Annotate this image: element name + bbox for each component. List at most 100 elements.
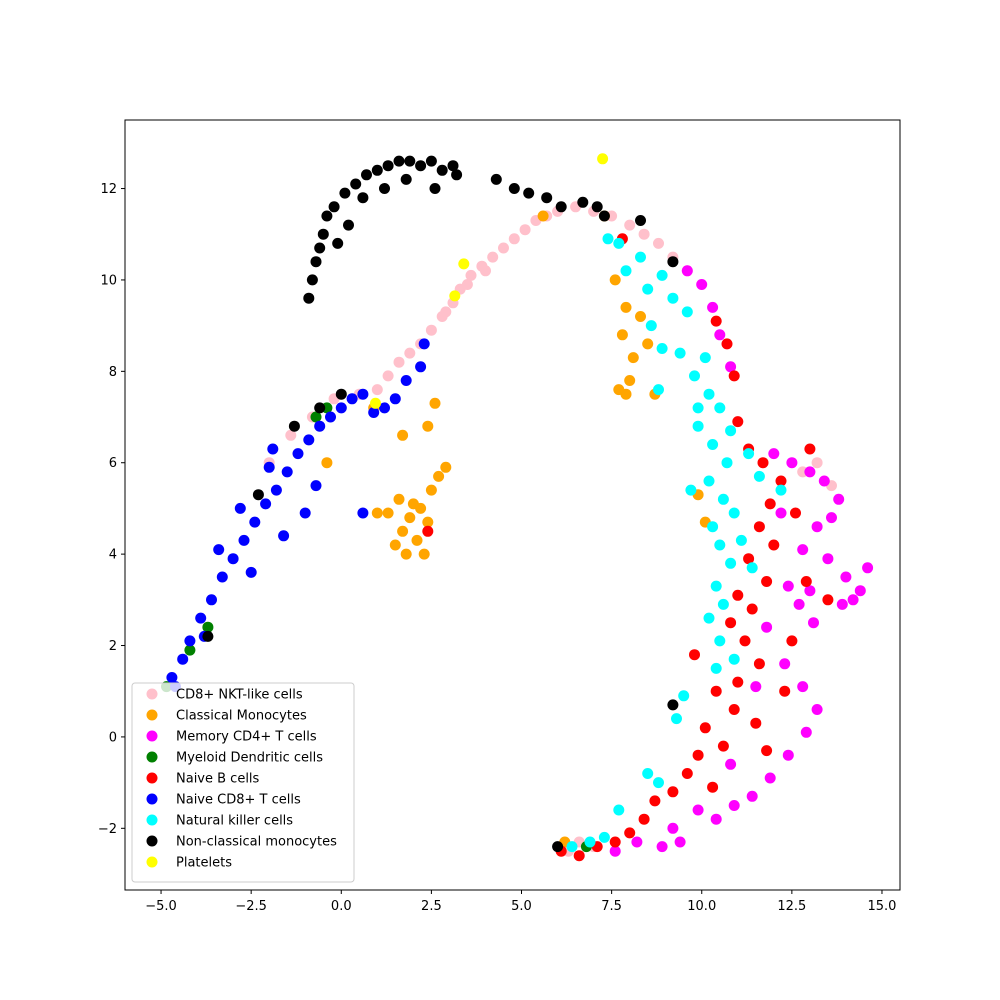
legend: CD8+ NKT-like cells Classical Monocytes Me… xyxy=(131,682,355,883)
data-point xyxy=(692,420,704,432)
data-point xyxy=(653,777,664,789)
x-tick-label: 15.0 xyxy=(868,899,897,914)
data-point xyxy=(306,274,318,286)
data-point xyxy=(393,356,405,368)
data-point xyxy=(310,480,322,492)
data-point xyxy=(696,279,708,290)
data-point xyxy=(314,402,326,414)
data-point xyxy=(566,841,578,853)
data-point xyxy=(678,690,690,702)
data-point xyxy=(753,521,765,533)
data-point xyxy=(591,201,603,213)
data-point xyxy=(725,361,737,373)
data-point xyxy=(400,173,412,185)
data-point xyxy=(404,347,416,359)
data-point xyxy=(184,644,196,656)
data-point xyxy=(710,662,722,674)
points-layer xyxy=(161,153,874,862)
data-point xyxy=(764,772,776,784)
data-point xyxy=(656,841,668,853)
data-point xyxy=(425,155,437,167)
data-point xyxy=(649,795,661,807)
data-point xyxy=(609,274,621,286)
data-point xyxy=(440,306,452,318)
data-point xyxy=(288,420,300,432)
data-point xyxy=(418,338,430,350)
data-point xyxy=(739,635,751,647)
y-tick-label: 2 xyxy=(109,639,117,654)
data-point xyxy=(400,375,412,386)
legend-marker xyxy=(146,751,158,763)
data-point xyxy=(822,594,834,606)
data-point xyxy=(761,576,773,587)
data-point xyxy=(177,653,189,665)
data-point xyxy=(234,502,246,514)
data-point xyxy=(797,681,809,693)
data-point xyxy=(840,571,852,583)
data-point xyxy=(728,704,740,715)
y-tick-label: 12 xyxy=(100,182,117,197)
data-point xyxy=(263,461,275,473)
data-point xyxy=(721,457,733,469)
data-point xyxy=(624,827,636,839)
data-point xyxy=(743,553,755,565)
data-point xyxy=(782,580,794,592)
data-point xyxy=(642,283,654,295)
data-point xyxy=(624,219,636,231)
data-point xyxy=(238,534,250,546)
data-point xyxy=(343,219,354,231)
legend-label: Natural killer cells xyxy=(176,814,293,829)
data-point xyxy=(299,507,311,519)
data-point xyxy=(624,375,636,386)
data-point xyxy=(361,169,372,181)
y-tick-label: 10 xyxy=(100,273,117,288)
data-point xyxy=(790,507,801,519)
legend-label: Non-classical monocytes xyxy=(176,835,337,850)
data-point xyxy=(325,411,336,423)
data-point xyxy=(786,457,798,469)
data-point xyxy=(379,183,390,194)
data-point xyxy=(379,402,390,414)
data-point xyxy=(714,539,726,551)
data-point xyxy=(692,749,704,761)
data-point xyxy=(252,489,264,501)
data-point xyxy=(667,699,679,711)
data-point xyxy=(422,420,434,432)
legend-marker xyxy=(146,709,158,721)
data-point xyxy=(213,544,225,556)
data-point xyxy=(667,786,679,798)
data-point xyxy=(635,251,646,263)
data-point xyxy=(743,448,755,460)
x-tick-label: 7.5 xyxy=(601,899,622,914)
data-point xyxy=(653,237,664,249)
data-point xyxy=(746,790,758,802)
data-point xyxy=(804,466,816,478)
data-point xyxy=(728,507,740,519)
data-point xyxy=(433,470,445,482)
data-point xyxy=(310,411,322,423)
data-point xyxy=(728,653,740,665)
data-point xyxy=(703,612,715,624)
y-tick-label: 8 xyxy=(109,365,117,380)
data-point xyxy=(714,402,726,414)
data-point xyxy=(818,475,830,487)
data-point xyxy=(847,594,859,606)
data-point xyxy=(768,539,780,551)
x-tick-label: −5.0 xyxy=(145,899,177,914)
data-point xyxy=(674,347,686,359)
data-point xyxy=(332,237,344,249)
data-point xyxy=(249,516,261,528)
data-point xyxy=(371,507,383,519)
data-point xyxy=(620,265,632,277)
data-point xyxy=(404,512,416,524)
data-point xyxy=(732,676,744,688)
series-6 xyxy=(566,233,787,853)
data-point xyxy=(710,315,722,327)
data-point xyxy=(447,160,459,172)
data-point xyxy=(836,598,848,610)
data-point xyxy=(753,470,765,482)
series-8 xyxy=(370,153,609,409)
data-point xyxy=(811,521,823,533)
data-point xyxy=(317,228,329,240)
data-point xyxy=(613,804,625,816)
